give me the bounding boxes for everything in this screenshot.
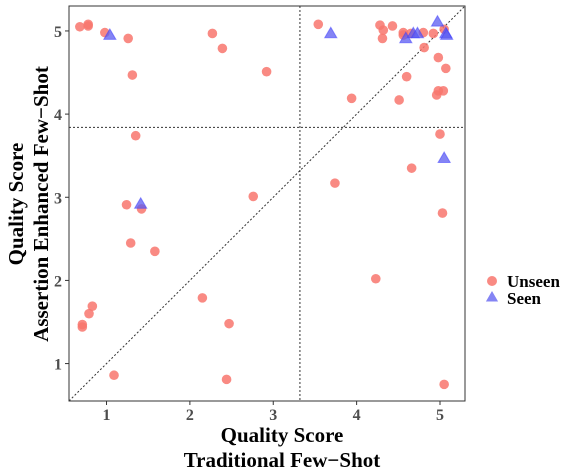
- unseen-point: [221, 374, 232, 385]
- data-points: [75, 14, 454, 390]
- unseen-point: [248, 191, 259, 202]
- seen-point: [133, 196, 148, 209]
- unseen-point: [433, 52, 444, 63]
- unseen-point: [313, 19, 324, 30]
- unseen-point: [84, 308, 94, 319]
- legend-label: Unseen: [507, 272, 560, 291]
- x-tick-label: 1: [103, 407, 111, 424]
- y-tick-label: 4: [54, 107, 62, 124]
- unseen-point: [77, 322, 88, 332]
- seen-point: [439, 27, 454, 40]
- unseen-point: [330, 178, 340, 188]
- unseen-point: [435, 129, 445, 139]
- x-axis-title-line1: Quality Score: [221, 423, 344, 447]
- unseen-point: [150, 246, 160, 257]
- y-tick-label: 1: [54, 357, 62, 374]
- seen-point: [430, 14, 445, 27]
- unseen-point: [370, 273, 381, 284]
- unseen-point: [217, 43, 228, 54]
- unseen-point: [83, 19, 93, 30]
- unseen-point: [75, 21, 85, 32]
- seen-point: [437, 151, 452, 164]
- panel-border: [68, 5, 466, 402]
- unseen-point: [109, 370, 119, 381]
- reference-lines: [68, 5, 466, 402]
- unseen-point: [377, 33, 388, 44]
- unseen-point: [438, 86, 449, 96]
- unseen-point: [224, 318, 234, 329]
- x-tick-label: 5: [436, 407, 444, 424]
- unseen-point: [437, 208, 448, 218]
- unseen-point: [127, 70, 138, 80]
- unseen-point: [346, 93, 357, 104]
- unseen-point: [401, 71, 412, 82]
- y-axis-title-line2: Assertion Enhanced Few−Shot: [29, 66, 53, 342]
- x-tick-label: 2: [186, 407, 194, 424]
- x-axis-title-line2: Traditional Few−Shot: [184, 448, 381, 472]
- legend-seen-key: [485, 291, 499, 302]
- legend-label: Seen: [507, 289, 542, 308]
- unseen-point: [87, 301, 98, 312]
- y-axis-ticks: 1 2 3 4 5: [54, 24, 69, 374]
- x-tick-label: 4: [353, 407, 361, 424]
- unseen-point: [130, 130, 141, 141]
- y-axis-title-line1: Quality Score: [4, 143, 28, 266]
- unseen-point: [406, 163, 417, 173]
- unseen-point: [387, 21, 398, 31]
- x-tick-label: 3: [269, 407, 277, 424]
- x-axis-ticks: 1 2 3 4 5: [103, 401, 444, 424]
- unseen-point: [439, 379, 449, 390]
- seen-point: [410, 26, 425, 39]
- unseen-point: [394, 95, 404, 105]
- seen-point: [323, 26, 338, 39]
- seen-point: [102, 27, 117, 40]
- unseen-point: [419, 42, 429, 53]
- unseen-point: [121, 199, 132, 210]
- unseen-point: [261, 66, 272, 77]
- unseen-point: [197, 293, 208, 303]
- unseen-point: [378, 25, 389, 35]
- unseen-point: [125, 238, 136, 248]
- unseen-point: [123, 33, 133, 44]
- y-tick-label: 5: [54, 24, 62, 41]
- unseen-point: [207, 28, 218, 39]
- y-tick-label: 3: [54, 190, 62, 207]
- diagonal-reference-line: [68, 5, 466, 402]
- unseen-point: [428, 28, 439, 39]
- unseen-point: [441, 63, 451, 74]
- y-tick-label: 2: [54, 273, 62, 290]
- legend-unseen-key: [487, 276, 497, 286]
